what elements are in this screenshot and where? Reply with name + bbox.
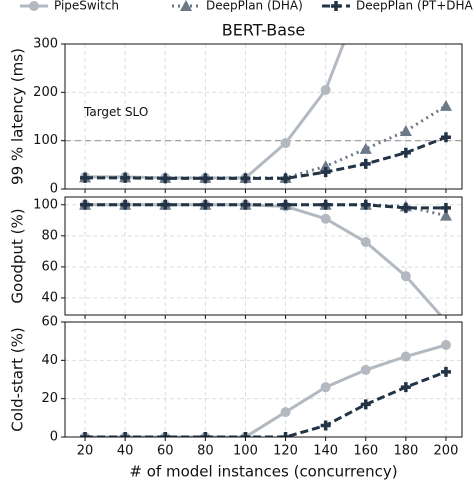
marker [400,147,411,158]
y-tick-label: 20 [41,391,58,406]
x-tick-label: 20 [77,444,94,459]
marker [200,432,211,437]
marker [200,173,211,184]
axes-frame [64,43,463,190]
axes-frame [64,196,463,316]
marker [80,172,91,183]
x-tick-label: 80 [197,444,214,459]
marker [320,382,331,393]
chart-title: BERT-Base [222,21,306,40]
marker [320,167,331,178]
marker [120,199,131,210]
marker [240,199,251,210]
legend-marker [29,1,39,11]
y-tick-label: 0 [50,182,58,197]
y-tick-label: 60 [41,315,58,330]
y-tick-label: 100 [33,197,58,212]
series-line [85,135,447,180]
x-tick-label: 100 [233,444,258,459]
marker [80,432,91,437]
marker [120,172,131,183]
y-tick-label: 0 [50,430,58,445]
marker [319,160,332,172]
y-axis-label: 99 % latency (ms) [9,48,27,185]
axes-frame [64,321,463,438]
marker [240,432,251,437]
marker [360,364,371,375]
marker [440,366,451,377]
plot-area [80,340,451,437]
marker [280,199,291,210]
marker [160,199,171,210]
marker [280,173,291,184]
marker [320,420,331,431]
marker [360,199,371,210]
x-tick-label: 120 [273,444,298,459]
y-tick-label: 40 [41,353,58,368]
marker [439,99,452,111]
plot-area [79,44,452,184]
marker [440,340,451,350]
marker [440,132,451,143]
y-tick-label: 60 [41,259,58,274]
series-line [85,203,446,210]
series-line [85,343,447,437]
x-tick-label: 200 [434,444,459,459]
x-tick-label: 60 [157,444,174,459]
marker [400,382,411,393]
marker [120,432,131,437]
marker [280,407,291,418]
y-tick-label: 200 [33,85,58,100]
x-tick-label: 40 [117,444,134,459]
y-axis-label: Cold-start (%) [9,327,27,431]
marker [360,158,371,169]
annotation: Target SLO [83,105,148,119]
series-line [85,370,447,437]
y-axis-label: Goodput (%) [9,208,27,303]
y-tick-label: 40 [41,290,58,305]
marker [320,84,331,95]
marker [80,199,91,210]
y-tick-label: 300 [33,37,58,52]
series-line [85,44,345,180]
marker [360,399,371,410]
x-tick-label: 140 [313,444,338,459]
legend-label: DeepPlan (PT+DHA) [356,0,474,13]
series-line [85,203,443,315]
x-tick-label: 160 [353,444,378,459]
marker [399,125,412,136]
y-tick-label: 100 [33,133,58,148]
plot-area [79,198,452,315]
marker [400,202,411,213]
legend-label: DeepPlan (DHA) [206,0,303,13]
marker [160,173,171,184]
legend-label: PipeSwitch [54,0,119,13]
marker [400,351,411,362]
y-tick-label: 80 [41,228,58,243]
marker [280,432,291,437]
marker [440,202,451,213]
marker [200,199,211,210]
legend-marker [331,1,341,11]
marker [280,138,291,149]
marker [160,432,171,437]
marker [359,142,372,154]
marker [320,213,331,224]
legend-marker [180,0,192,11]
marker [439,209,452,221]
marker [360,237,371,248]
x-axis-label: # of model instances (concurrency) [129,463,397,481]
marker [240,173,251,184]
marker [400,271,411,282]
marker [320,199,331,210]
x-tick-label: 180 [393,444,418,459]
